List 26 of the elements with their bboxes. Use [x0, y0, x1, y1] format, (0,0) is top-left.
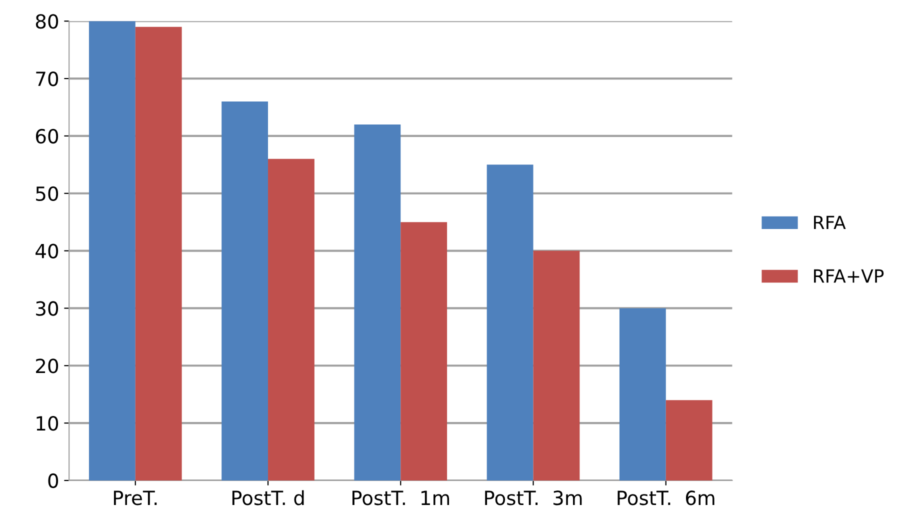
bar	[666, 400, 712, 480]
y-tick-label: 70	[36, 71, 58, 86]
bar	[268, 158, 314, 480]
y-tick-label: 40	[36, 244, 58, 258]
legend-label: RFA	[814, 216, 846, 229]
legend-label: RFA+VP	[814, 269, 884, 283]
bar	[486, 164, 534, 480]
bar	[88, 21, 136, 480]
y-tick-label: 30	[36, 301, 58, 316]
y-tick-label: 0	[48, 473, 58, 488]
x-tick-label: PostT. 1m	[352, 490, 450, 506]
y-tick-label: 80	[36, 14, 58, 29]
x-tick-label: PostT. d	[232, 490, 304, 506]
x-tick-label: PostT. 3m	[485, 490, 582, 506]
x-tick-label: PreT.	[114, 490, 157, 506]
bar	[354, 124, 401, 480]
y-tick-label: 20	[36, 358, 58, 374]
bar	[533, 250, 580, 480]
y-tick-label: 10	[36, 416, 58, 431]
bar	[400, 222, 448, 480]
y-tick-label: 60	[36, 128, 58, 144]
bar	[135, 26, 182, 480]
y-tick-label: 50	[36, 186, 58, 202]
x-tick-label: PostT. 6m	[618, 490, 714, 506]
bar	[619, 308, 666, 480]
bar	[222, 102, 268, 480]
